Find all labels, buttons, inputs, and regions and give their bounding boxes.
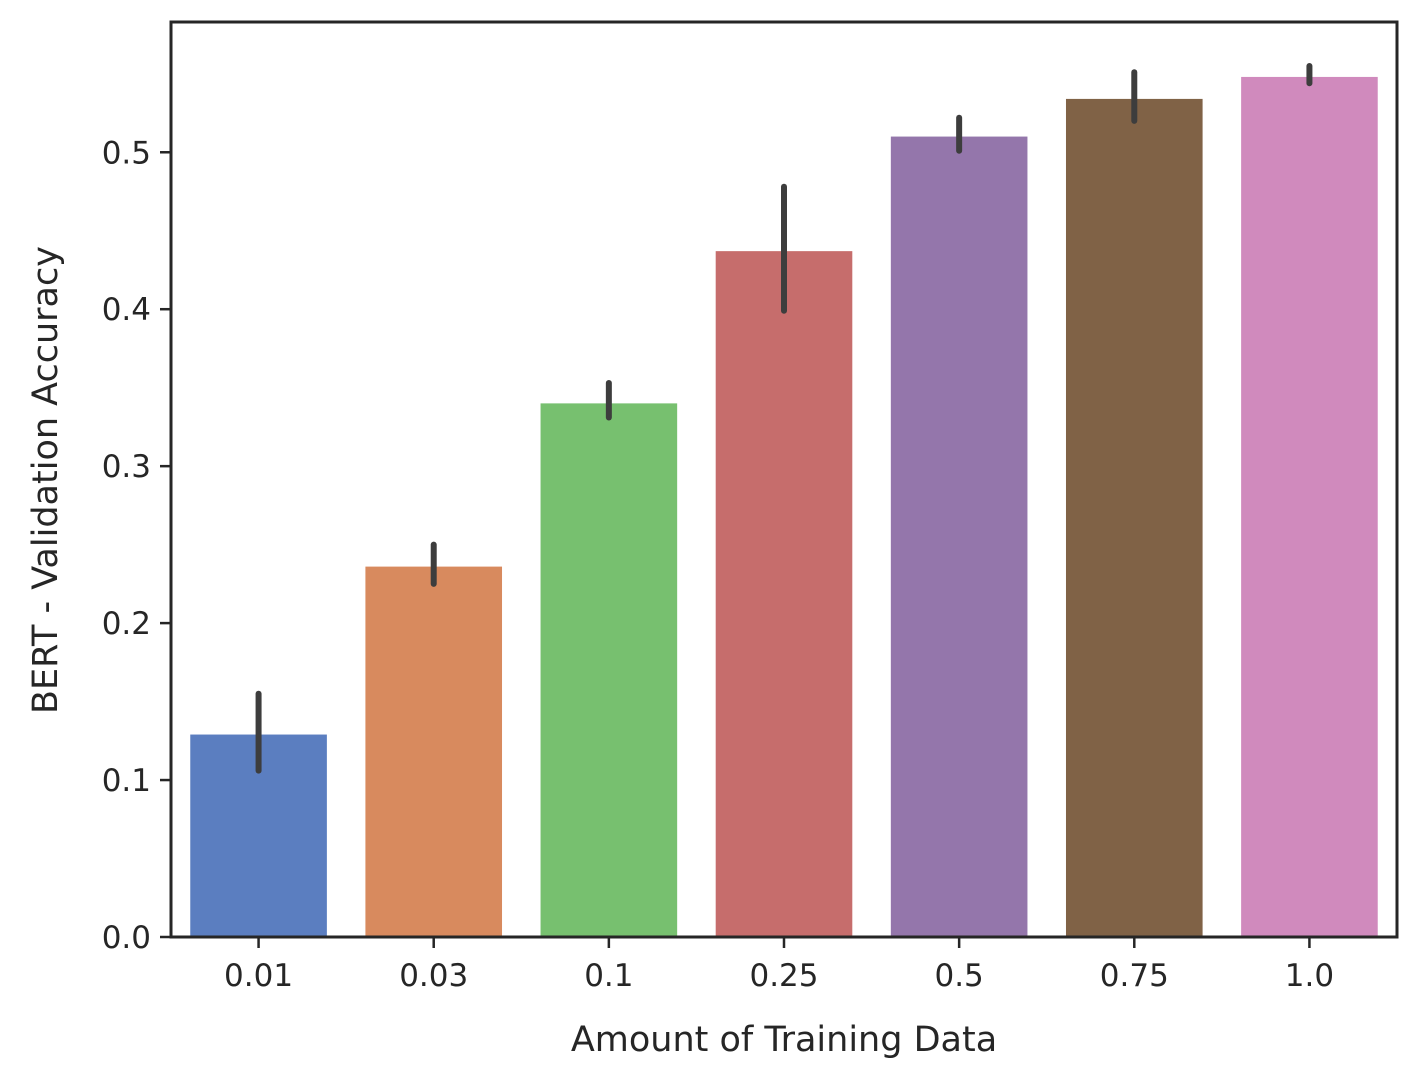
bar-0.1 [540, 403, 678, 937]
y-tick-label: 0.4 [102, 292, 151, 328]
y-tick-label: 0.2 [102, 606, 151, 642]
x-tick-label: 1.0 [1285, 958, 1334, 994]
error-bars-group [255, 62, 1313, 774]
x-tick-label: 0.75 [1100, 958, 1169, 994]
bar-0.5 [890, 136, 1028, 938]
x-tick-label: 0.01 [224, 958, 293, 994]
bar-0.25 [715, 251, 853, 938]
bar-0.03 [365, 566, 503, 937]
x-axis-label: Amount of Training Data [571, 1020, 997, 1060]
x-tick-label: 0.5 [934, 958, 983, 994]
bars-group [190, 76, 1378, 938]
bar-1.0 [1241, 76, 1378, 937]
x-tick-label: 0.25 [749, 958, 818, 994]
bar-0.75 [1065, 98, 1203, 938]
x-tick-label: 0.03 [399, 958, 468, 994]
y-axis: 0.0 0.1 0.2 0.3 0.4 0.5 [102, 135, 171, 956]
y-tick-label: 0.1 [102, 763, 151, 799]
y-tick-label: 0.3 [102, 449, 151, 485]
y-tick-label: 0.0 [102, 920, 151, 956]
x-axis: 0.01 0.03 0.1 0.25 0.5 0.75 1.0 [224, 937, 1334, 994]
x-tick-label: 0.1 [584, 958, 633, 994]
y-axis-label: BERT - Validation Accuracy [26, 246, 66, 714]
y-tick-label: 0.5 [102, 135, 151, 171]
